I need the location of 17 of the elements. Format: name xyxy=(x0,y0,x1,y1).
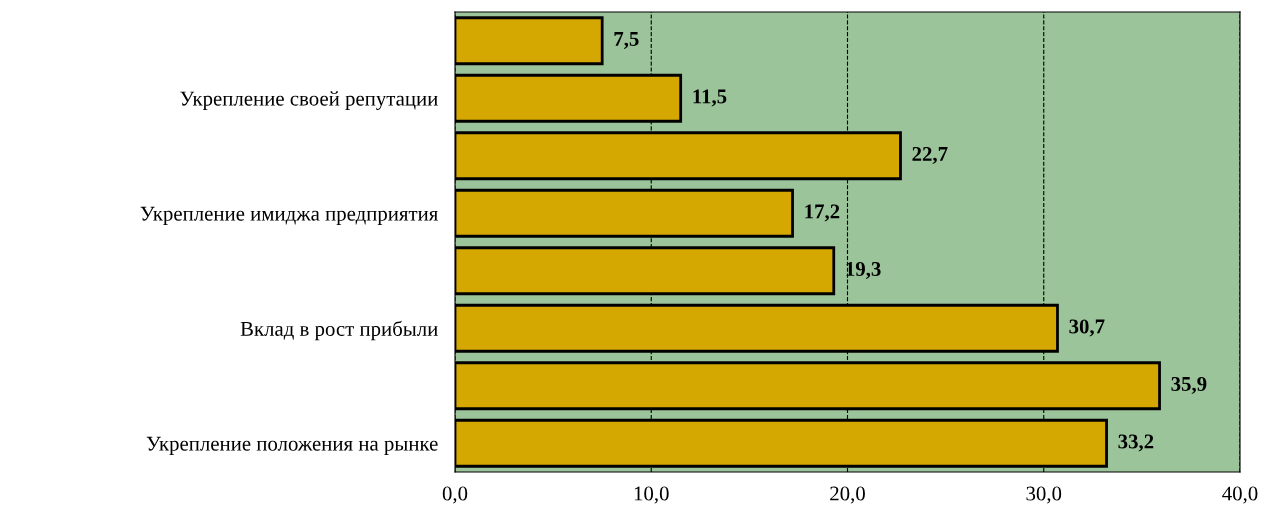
data-label: 17,2 xyxy=(805,204,840,222)
x-tick-label: 30,0 xyxy=(1026,486,1062,504)
data-label: 19,3 xyxy=(846,261,881,279)
x-tick-label: 0,0 xyxy=(442,486,468,504)
x-tick-label: 40,0 xyxy=(1222,486,1258,504)
data-label: 22,7 xyxy=(912,146,948,164)
y-tick-label: Укрепление положения на рынке xyxy=(146,436,438,455)
data-label: 11,5 xyxy=(693,89,727,107)
x-tick-label: 20,0 xyxy=(830,486,865,504)
data-label: 35,9 xyxy=(1171,376,1207,394)
y-tick-label: Укрепление имиджа предприятия xyxy=(140,206,438,225)
data-label: 33,2 xyxy=(1118,434,1154,452)
data-label: 7,5 xyxy=(614,32,639,49)
y-tick-label: Вклад в рост прибыли xyxy=(240,320,438,341)
y-tick-label: Укрепление своей репутации xyxy=(180,91,438,110)
x-tick-label: 10,0 xyxy=(634,486,669,504)
data-label: 30,7 xyxy=(1069,319,1105,337)
